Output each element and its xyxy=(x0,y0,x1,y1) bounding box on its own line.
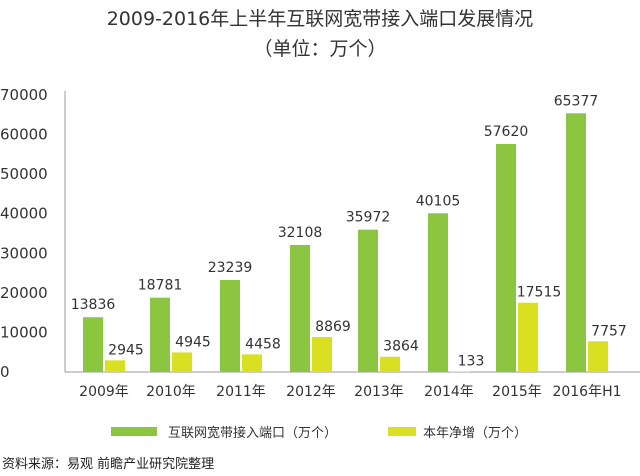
x-tick-label: 2013年 xyxy=(354,384,404,400)
bar-ports xyxy=(496,143,516,372)
chart-subtitle: （单位：万个） xyxy=(253,38,387,60)
y-tick-label: 20000 xyxy=(0,284,48,302)
data-label: 3864 xyxy=(383,339,419,355)
data-label: 40105 xyxy=(416,193,461,209)
data-label: 18781 xyxy=(138,278,183,294)
source-note: 资料来源：易观 前瞻产业研究院整理 xyxy=(2,457,215,472)
data-label: 13836 xyxy=(71,297,116,313)
data-label: 133 xyxy=(458,353,485,369)
data-label: 23239 xyxy=(208,260,253,276)
legend-swatch-ports xyxy=(111,427,157,436)
legend-label-net-increase: 本年净增（万个） xyxy=(423,426,527,441)
x-tick-label: 2011年 xyxy=(216,384,266,400)
bar-net-increase xyxy=(518,302,538,372)
y-tick-label: 50000 xyxy=(0,165,48,183)
data-label: 8869 xyxy=(315,319,351,335)
legend-swatch-net-increase xyxy=(388,427,416,436)
y-tick-label: 70000 xyxy=(0,86,48,104)
x-tick-label: 2012年 xyxy=(286,384,336,400)
bar-ports xyxy=(290,244,310,372)
x-tick-label: 2010年 xyxy=(146,384,196,400)
x-tick-label: 2014年 xyxy=(424,384,474,400)
y-tick-label: 0 xyxy=(0,363,10,381)
data-label: 4458 xyxy=(245,336,281,352)
x-tick-label: 2009年 xyxy=(79,384,129,400)
y-tick-label: 40000 xyxy=(0,205,48,223)
legend-label-ports: 互联网宽带接入端口（万个） xyxy=(168,425,337,441)
data-label: 65377 xyxy=(554,93,599,109)
bar-net-increase xyxy=(172,352,192,372)
bar-net-increase xyxy=(242,354,262,372)
data-label: 7757 xyxy=(591,323,627,339)
data-label: 32108 xyxy=(278,225,323,241)
bar-ports xyxy=(358,229,378,372)
data-label: 2945 xyxy=(108,342,144,358)
bar-ports xyxy=(220,280,240,372)
bar-ports xyxy=(83,317,103,372)
bar-net-increase xyxy=(450,371,470,372)
y-tick-label: 10000 xyxy=(0,323,48,341)
y-tick-label: 30000 xyxy=(0,244,48,262)
bar-ports xyxy=(566,113,586,372)
bar-ports xyxy=(150,297,170,372)
bar-net-increase xyxy=(588,341,608,372)
bar-ports xyxy=(428,213,448,372)
data-label: 35972 xyxy=(346,210,391,226)
x-tick-label: 2015年 xyxy=(492,384,542,400)
x-tick-label: 2016年H1 xyxy=(552,384,621,400)
bar-net-increase xyxy=(105,360,125,372)
data-label: 17515 xyxy=(517,285,562,301)
bar-net-increase xyxy=(380,356,400,372)
bar-net-increase xyxy=(312,336,332,372)
data-label: 4945 xyxy=(175,334,211,350)
y-tick-label: 60000 xyxy=(0,126,48,144)
data-label: 57620 xyxy=(484,124,529,140)
chart-title: 2009-2016年上半年互联网宽带接入端口发展情况 xyxy=(106,8,534,30)
